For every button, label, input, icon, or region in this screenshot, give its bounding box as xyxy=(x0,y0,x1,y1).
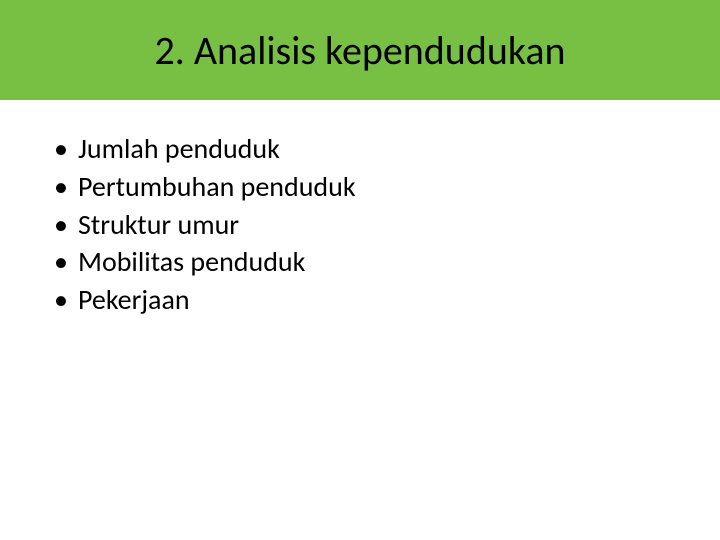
bullet-list: Jumlah penduduk Pertumbuhan penduduk Str… xyxy=(48,130,672,319)
list-item: Pekerjaan xyxy=(48,281,672,319)
slide-content: Jumlah penduduk Pertumbuhan penduduk Str… xyxy=(48,130,672,319)
list-item: Struktur umur xyxy=(48,206,672,244)
title-band: 2. Analisis kependudukan xyxy=(0,0,720,100)
list-item: Jumlah penduduk xyxy=(48,130,672,168)
list-item: Pertumbuhan penduduk xyxy=(48,168,672,206)
list-item: Mobilitas penduduk xyxy=(48,243,672,281)
slide-title: 2. Analisis kependudukan xyxy=(154,26,565,75)
slide: 2. Analisis kependudukan Jumlah penduduk… xyxy=(0,0,720,540)
